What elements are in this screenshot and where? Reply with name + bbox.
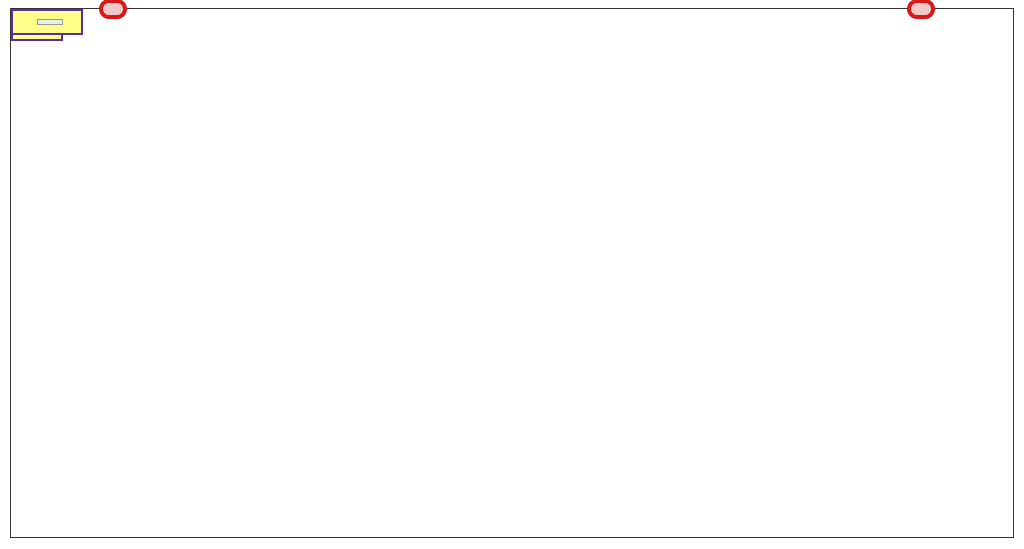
weight-chart: [10, 8, 1014, 538]
y-highlight-badge-right: [907, 0, 935, 19]
y-highlight-badge-left: [99, 0, 127, 19]
latest-value: [37, 19, 63, 25]
latest-weight-callout: [11, 9, 83, 35]
